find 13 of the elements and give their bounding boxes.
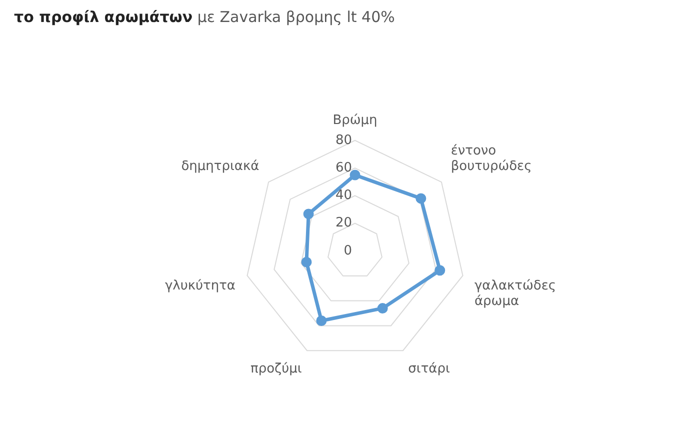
spoke-label: γλυκύτητα xyxy=(164,278,236,294)
chart-title: το προφίλ αρωμάτων με Zavarka βρομης lt 40% xyxy=(14,8,395,26)
y-tick-label: 0 xyxy=(344,243,352,258)
spoke-label: σιτάρι xyxy=(408,362,450,377)
y-tick-label: 60 xyxy=(335,160,352,176)
y-tick-label: 40 xyxy=(335,188,352,204)
spoke-label: Βρώμη xyxy=(332,113,378,128)
spoke-label: προζύμι xyxy=(250,362,302,377)
y-tick-label: 20 xyxy=(335,216,352,231)
spoke-label: γαλακτώδες άρωμα xyxy=(474,278,556,310)
y-tick-label: 80 xyxy=(335,132,352,148)
spoke-label: δημητριακά xyxy=(181,159,260,174)
spoke-label: έντονο βουτυρώδες xyxy=(450,144,532,174)
